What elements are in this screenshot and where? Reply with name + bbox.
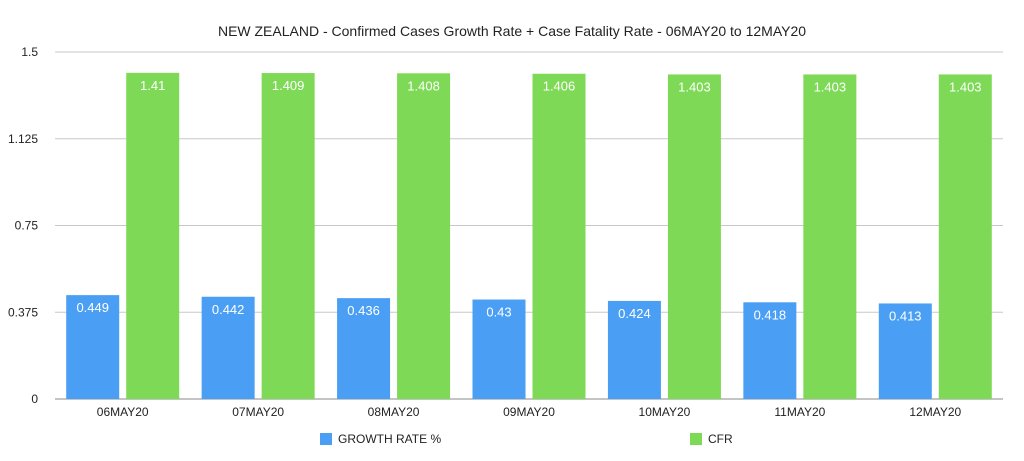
legend-label-growth-rate[interactable]: GROWTH RATE % — [338, 432, 441, 446]
legend[interactable]: GROWTH RATE % CFR — [320, 432, 733, 446]
growth-rate-bar[interactable] — [607, 300, 661, 399]
y-tick-label: 1.125 — [8, 132, 38, 146]
cfr-data-label: 1.408 — [407, 78, 440, 93]
x-tick-label: 12MAY20 — [909, 405, 961, 419]
growth-rate-data-label: 0.442 — [212, 302, 245, 317]
cfr-bar[interactable] — [126, 72, 180, 399]
cfr-data-label: 1.403 — [678, 79, 711, 94]
growth-rate-bar[interactable] — [472, 299, 526, 399]
growth-rate-data-label: 0.424 — [618, 306, 651, 321]
x-tick-label: 09MAY20 — [503, 405, 555, 419]
growth-rate-bar[interactable] — [743, 302, 797, 399]
legend-label-cfr[interactable]: CFR — [708, 432, 733, 446]
growth-rate-data-label: 0.418 — [754, 307, 787, 322]
x-tick-label: 07MAY20 — [232, 405, 284, 419]
growth-rate-data-label: 0.43 — [486, 305, 511, 320]
y-tick-label: 0 — [31, 392, 38, 406]
cfr-bar[interactable] — [261, 73, 315, 399]
cfr-data-label: 1.403 — [949, 79, 982, 94]
cfr-data-label: 1.406 — [543, 79, 576, 94]
y-tick-label: 1.5 — [21, 45, 38, 59]
x-axis-ticks: 06MAY20 07MAY20 08MAY20 09MAY20 10MAY20 11MAY… — [97, 405, 962, 419]
growth-rate-bar[interactable] — [878, 303, 932, 399]
cfr-bar[interactable] — [667, 74, 721, 399]
growth-rate-bar[interactable] — [201, 296, 255, 399]
cfr-bar[interactable] — [938, 74, 992, 399]
cfr-data-label: 1.41 — [140, 78, 165, 93]
growth-rate-bar[interactable] — [337, 298, 391, 399]
x-tick-label: 06MAY20 — [97, 405, 149, 419]
cfr-bar[interactable] — [397, 73, 451, 400]
growth-rate-bar[interactable] — [66, 295, 120, 399]
y-tick-label: 0.375 — [8, 305, 38, 319]
x-tick-label: 08MAY20 — [368, 405, 420, 419]
grid — [55, 51, 1003, 400]
growth-rate-data-label: 0.436 — [347, 303, 380, 318]
x-tick-label: 11MAY20 — [774, 405, 825, 419]
y-axis-ticks: 0 0.375 0.75 1.125 1.5 — [8, 45, 38, 406]
legend-swatch-cfr — [690, 433, 702, 445]
chart-title: NEW ZEALAND - Confirmed Cases Growth Rat… — [218, 23, 806, 39]
cfr-data-label: 1.403 — [814, 79, 847, 94]
y-tick-label: 0.75 — [15, 219, 39, 233]
growth-rate-data-label: 0.449 — [76, 300, 109, 315]
legend-swatch-growth-rate — [320, 433, 332, 445]
cfr-bar[interactable] — [803, 74, 857, 399]
cfr-data-label: 1.409 — [272, 78, 305, 93]
cfr-bar[interactable] — [532, 73, 586, 399]
growth-rate-data-label: 0.413 — [889, 308, 922, 323]
bars: 0.449 1.41 0.442 1.409 0.436 1.408 0.43 1.406 0.… — [66, 72, 992, 400]
x-tick-label: 10MAY20 — [639, 405, 691, 419]
